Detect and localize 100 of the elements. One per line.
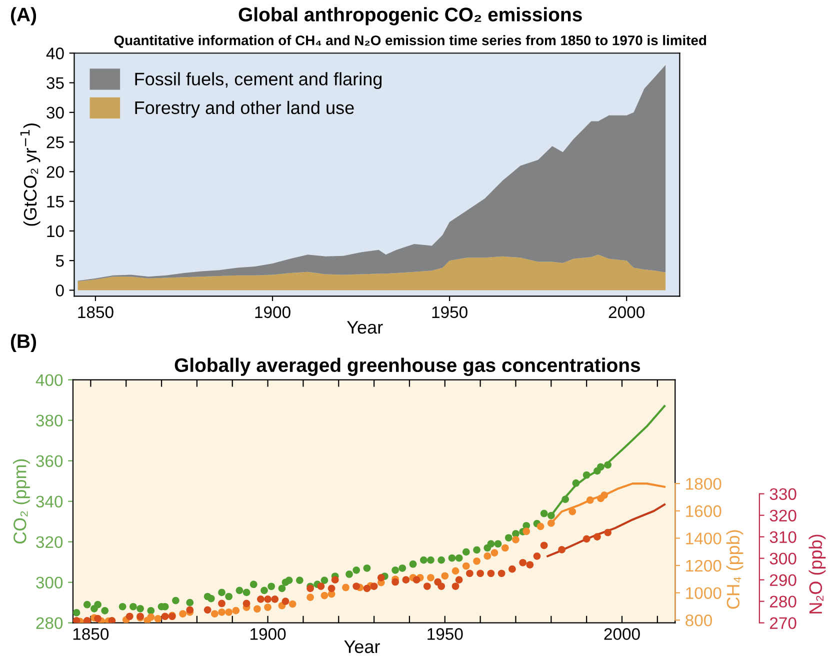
- x-axis-title: Year: [344, 640, 380, 654]
- point: [278, 584, 286, 592]
- y3-tick-label: 330: [770, 488, 796, 500]
- point: [242, 588, 250, 596]
- point: [320, 592, 328, 600]
- point: [427, 556, 434, 564]
- y2-tick-label: 1200: [686, 560, 722, 572]
- point: [441, 572, 449, 580]
- chart-title: Globally averaged greenhouse gas concentrations: [174, 358, 640, 376]
- x-tick-label: 1850: [78, 306, 114, 318]
- point: [370, 582, 378, 590]
- y2-tick-label: 1800: [686, 478, 722, 490]
- point: [604, 461, 612, 469]
- point: [594, 533, 601, 540]
- y3-tick-label: 290: [770, 574, 796, 586]
- y-tick-label: 10: [47, 225, 64, 238]
- point: [547, 519, 555, 527]
- point: [547, 512, 555, 520]
- point: [377, 574, 385, 582]
- point: [204, 606, 212, 614]
- point: [490, 549, 498, 556]
- text: (A): [10, 7, 36, 26]
- point: [346, 570, 353, 578]
- point: [494, 540, 502, 548]
- point: [83, 600, 91, 608]
- point: [94, 600, 102, 608]
- y-tick-label: 280: [36, 617, 63, 630]
- y-tick-label: 340: [36, 496, 63, 508]
- point: [466, 570, 474, 578]
- chart-subtitle: Quantitative information of CH₄ and N₂O emission time series from 1850 to 1970 is limited: [114, 35, 706, 48]
- y2-tick-label: 1000: [686, 587, 722, 599]
- x-axis-title: Year: [347, 321, 383, 334]
- point: [225, 608, 232, 616]
- point: [225, 592, 232, 600]
- point: [533, 552, 541, 560]
- y3-tick-label: 310: [770, 531, 796, 544]
- point: [236, 586, 244, 594]
- y-tick-label: 400: [36, 374, 63, 386]
- point: [288, 600, 296, 608]
- point: [118, 602, 126, 610]
- point: [328, 584, 336, 592]
- x-tick-label: 1850: [73, 628, 109, 640]
- point: [473, 557, 480, 565]
- y-tick-label: 40: [46, 48, 64, 60]
- point: [504, 534, 512, 542]
- point: [597, 463, 604, 471]
- y-tick-label: 35: [46, 77, 64, 89]
- y-tick-label: 25: [46, 136, 64, 148]
- point: [72, 609, 80, 616]
- point: [179, 610, 186, 618]
- point: [331, 576, 339, 584]
- legend-label: Fossil fuels, cement and flaring: [135, 72, 382, 90]
- x-tick-label: 1900: [250, 628, 286, 640]
- point: [420, 556, 428, 564]
- y-tick-label: 30: [46, 106, 64, 119]
- point: [232, 606, 240, 614]
- point: [398, 564, 406, 572]
- point: [508, 565, 516, 573]
- point: [402, 576, 410, 584]
- point: [285, 576, 293, 584]
- point: [438, 582, 446, 590]
- x-tick-label: 1900: [255, 306, 290, 318]
- point: [452, 567, 460, 575]
- point: [218, 608, 226, 616]
- point: [392, 566, 399, 574]
- point: [257, 596, 264, 603]
- point: [476, 570, 484, 578]
- point: [568, 508, 576, 516]
- point: [161, 612, 169, 620]
- y-tick-label: 320: [36, 536, 63, 548]
- y3-tick-label: 270: [770, 617, 796, 630]
- point: [306, 594, 314, 601]
- point: [363, 564, 371, 572]
- point: [218, 588, 226, 596]
- point: [526, 561, 534, 568]
- y2-tick-label: 1400: [686, 532, 722, 544]
- point: [271, 596, 279, 603]
- y3-tick-label: 280: [770, 596, 796, 608]
- point: [412, 576, 420, 584]
- point: [562, 496, 569, 503]
- point: [352, 582, 360, 590]
- point: [427, 574, 434, 582]
- y-tick-label: 300: [36, 576, 63, 589]
- point: [186, 606, 194, 614]
- point: [586, 496, 594, 504]
- point: [484, 552, 492, 560]
- point: [487, 540, 495, 548]
- point: [600, 492, 608, 499]
- y-tick-label: 0: [56, 284, 64, 296]
- text: (B): [10, 334, 36, 352]
- point: [154, 615, 162, 622]
- point: [126, 612, 134, 620]
- point: [455, 576, 463, 584]
- chart-title: Global anthropogenic CO₂ emissions: [238, 7, 582, 26]
- y3-tick-label: 320: [770, 510, 796, 522]
- y3-tick-label: 300: [770, 552, 796, 565]
- y-tick-label: 20: [46, 166, 64, 178]
- point: [392, 578, 399, 586]
- point: [186, 598, 194, 606]
- point: [210, 610, 218, 618]
